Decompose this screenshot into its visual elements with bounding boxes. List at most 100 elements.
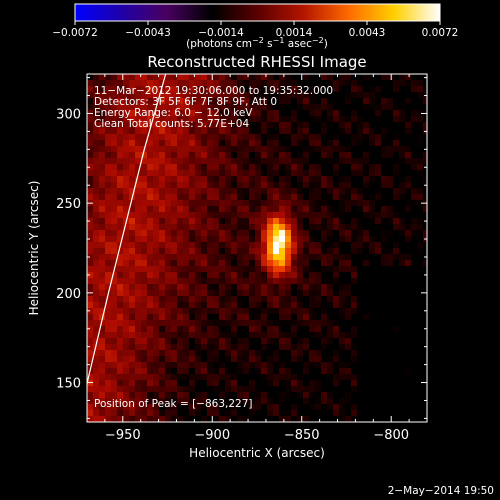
- heatmap-pixel: [177, 224, 183, 230]
- heatmap-pixel: [411, 200, 417, 206]
- heatmap-pixel: [141, 248, 147, 254]
- heatmap-pixel: [297, 302, 303, 308]
- heatmap-pixel: [219, 104, 225, 110]
- heatmap-pixel: [93, 92, 99, 98]
- heatmap-pixel: [183, 104, 189, 110]
- heatmap-pixel: [327, 320, 333, 326]
- heatmap-pixel: [303, 410, 309, 416]
- heatmap-pixel: [225, 296, 231, 302]
- heatmap-pixel: [237, 92, 243, 98]
- heatmap-pixel: [309, 260, 315, 266]
- heatmap-pixel: [405, 194, 411, 200]
- heatmap-pixel: [405, 242, 411, 248]
- heatmap-pixel: [315, 104, 321, 110]
- heatmap-pixel: [141, 110, 147, 116]
- heatmap-pixel: [105, 302, 111, 308]
- heatmap-pixel: [219, 284, 225, 290]
- heatmap-pixel: [411, 242, 417, 248]
- heatmap-pixel: [339, 320, 345, 326]
- heatmap-pixel: [153, 248, 159, 254]
- heatmap-pixel: [279, 338, 285, 344]
- heatmap-pixel: [363, 170, 369, 176]
- heatmap-pixel: [153, 254, 159, 260]
- heatmap-pixel: [357, 410, 363, 416]
- heatmap-pixel: [117, 284, 123, 290]
- heatmap-pixel: [147, 296, 153, 302]
- heatmap-pixel: [381, 206, 387, 212]
- heatmap-pixel: [357, 326, 363, 332]
- heatmap-pixel: [291, 104, 297, 110]
- heatmap-pixel: [225, 332, 231, 338]
- heatmap-pixel: [399, 290, 405, 296]
- heatmap-pixel: [135, 362, 141, 368]
- heatmap-pixel: [405, 284, 411, 290]
- heatmap-pixel: [291, 242, 297, 248]
- heatmap-pixel: [195, 266, 201, 272]
- heatmap-pixel: [99, 92, 105, 98]
- heatmap-pixel: [261, 98, 267, 104]
- heatmap-pixel: [159, 134, 165, 140]
- heatmap-pixel: [375, 164, 381, 170]
- heatmap-pixel: [117, 230, 123, 236]
- heatmap-pixel: [213, 164, 219, 170]
- heatmap-pixel: [99, 146, 105, 152]
- heatmap-pixel: [315, 410, 321, 416]
- heatmap-pixel: [201, 86, 207, 92]
- heatmap-pixel: [303, 152, 309, 158]
- heatmap-pixel: [399, 164, 405, 170]
- heatmap-pixel: [279, 104, 285, 110]
- heatmap-pixel: [117, 128, 123, 134]
- heatmap-pixel: [399, 140, 405, 146]
- heatmap-pixel: [237, 266, 243, 272]
- heatmap-pixel: [189, 386, 195, 392]
- heatmap-pixel: [393, 206, 399, 212]
- heatmap-pixel: [327, 230, 333, 236]
- heatmap-pixel: [405, 188, 411, 194]
- heatmap-pixel: [387, 350, 393, 356]
- heatmap-pixel: [105, 104, 111, 110]
- heatmap-pixel: [249, 140, 255, 146]
- heatmap-pixel: [165, 74, 171, 80]
- heatmap-pixel: [183, 170, 189, 176]
- heatmap-pixel: [279, 110, 285, 116]
- heatmap-pixel: [117, 314, 123, 320]
- heatmap-pixel: [369, 368, 375, 374]
- heatmap-pixel: [357, 86, 363, 92]
- heatmap-pixel: [417, 218, 423, 224]
- heatmap-pixel: [87, 278, 93, 284]
- heatmap-pixel: [195, 176, 201, 182]
- heatmap-pixel: [207, 368, 213, 374]
- heatmap-pixel: [159, 386, 165, 392]
- heatmap-pixel: [369, 236, 375, 242]
- heatmap-pixel: [147, 146, 153, 152]
- heatmap-pixel: [135, 104, 141, 110]
- heatmap-pixel: [369, 158, 375, 164]
- heatmap-pixel: [363, 182, 369, 188]
- heatmap-pixel: [315, 116, 321, 122]
- heatmap-pixel: [261, 326, 267, 332]
- heatmap-pixel: [369, 296, 375, 302]
- heatmap-pixel: [225, 410, 231, 416]
- heatmap-pixel: [369, 404, 375, 410]
- heatmap-pixel: [213, 410, 219, 416]
- heatmap-pixel: [417, 356, 423, 362]
- heatmap-pixel: [123, 410, 129, 416]
- heatmap-pixel: [303, 188, 309, 194]
- heatmap-pixel: [297, 152, 303, 158]
- heatmap-pixel: [357, 134, 363, 140]
- heatmap-pixel: [399, 362, 405, 368]
- heatmap-pixel: [303, 362, 309, 368]
- heatmap-pixel: [213, 176, 219, 182]
- heatmap-pixel: [363, 194, 369, 200]
- heatmap-pixel: [111, 368, 117, 374]
- heatmap-pixel: [321, 134, 327, 140]
- heatmap-pixel: [375, 302, 381, 308]
- heatmap-pixel: [117, 332, 123, 338]
- heatmap-pixel: [399, 92, 405, 98]
- heatmap-pixel: [315, 374, 321, 380]
- heatmap-pixel: [267, 86, 273, 92]
- heatmap-pixel: [93, 128, 99, 134]
- heatmap-pixel: [165, 272, 171, 278]
- heatmap-pixel: [321, 176, 327, 182]
- heatmap-pixel: [321, 362, 327, 368]
